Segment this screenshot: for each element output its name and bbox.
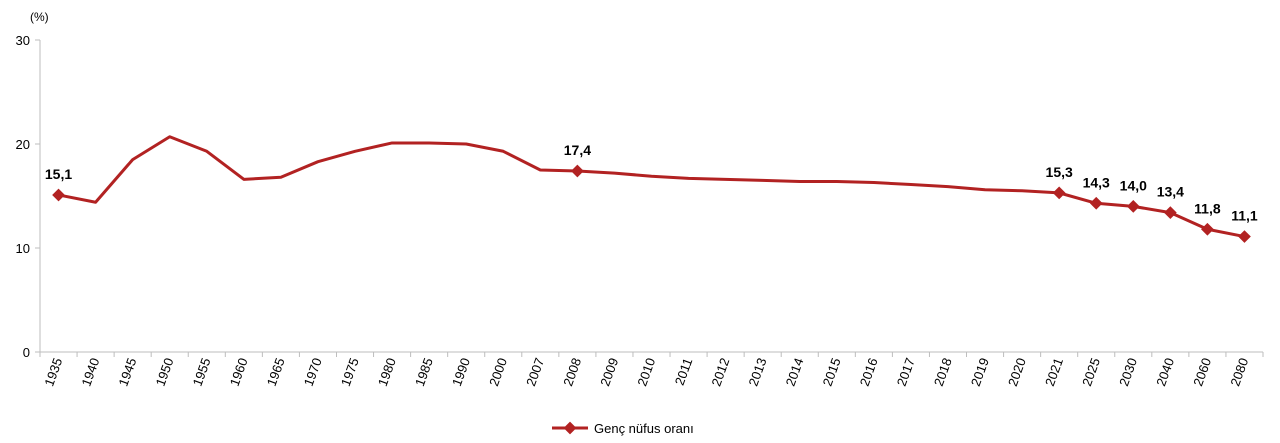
data-label: 13,4 bbox=[1157, 184, 1184, 200]
data-point-marker bbox=[1163, 206, 1177, 220]
x-tick-label: 2080 bbox=[1227, 356, 1251, 388]
x-tick-label: 2021 bbox=[1042, 356, 1066, 388]
x-tick-label: 2007 bbox=[523, 356, 547, 388]
y-tick-label: 0 bbox=[23, 345, 30, 360]
y-tick-label: 20 bbox=[16, 137, 30, 152]
x-tick-label: 1985 bbox=[412, 356, 436, 388]
x-tick-label: 2008 bbox=[560, 356, 584, 388]
data-point-marker bbox=[1126, 200, 1140, 213]
y-axis-unit-label: (%) bbox=[30, 10, 49, 24]
legend-marker-diamond bbox=[563, 421, 577, 435]
series-group: 15,1 17,4 15,3 14,3 14,0 13,4 11,8 11,1 bbox=[45, 135, 1258, 243]
y-axis: 0 10 20 30 bbox=[16, 33, 41, 360]
x-tick-label: 1970 bbox=[301, 356, 325, 388]
x-tick-label: 2030 bbox=[1116, 356, 1140, 388]
x-tick-label: 2012 bbox=[708, 356, 732, 388]
series-line bbox=[57, 135, 1246, 239]
x-tick-label: 1935 bbox=[41, 356, 65, 388]
data-point-marker bbox=[52, 188, 65, 202]
x-tick-label: 1975 bbox=[338, 356, 362, 388]
data-label: 14,0 bbox=[1120, 177, 1147, 193]
x-tick-label: 2016 bbox=[857, 356, 881, 388]
x-tick-label: 2011 bbox=[672, 356, 696, 387]
x-tick-label: 2010 bbox=[634, 356, 658, 388]
x-tick-label: 2014 bbox=[783, 356, 807, 388]
data-label: 14,3 bbox=[1083, 174, 1110, 190]
x-tick-label: 2000 bbox=[486, 356, 510, 388]
x-tick-label: 2040 bbox=[1153, 356, 1177, 388]
x-tick-label: 1955 bbox=[190, 356, 214, 388]
x-tick-label: 2018 bbox=[931, 356, 955, 388]
x-tick-label: 1960 bbox=[227, 356, 251, 388]
x-tick-label: 2013 bbox=[746, 356, 770, 388]
x-tick-label: 2009 bbox=[597, 356, 621, 388]
data-point-marker bbox=[1052, 186, 1066, 200]
x-tick-label: 2017 bbox=[894, 356, 918, 388]
legend-label: Genç nüfus oranı bbox=[594, 421, 694, 436]
data-point-marker bbox=[571, 164, 584, 178]
x-tick-label: 2060 bbox=[1190, 356, 1214, 388]
y-tick-label: 10 bbox=[16, 241, 30, 256]
data-point-marker bbox=[1089, 196, 1103, 210]
x-tick-label: 2015 bbox=[820, 356, 844, 388]
x-tick-label: 1945 bbox=[115, 356, 139, 388]
x-tick-label: 1950 bbox=[153, 356, 177, 388]
x-axis: 1935 1940 1945 1950 1955 1960 1965 1970 1975 1980… bbox=[39, 351, 1264, 388]
data-point-marker bbox=[1238, 230, 1251, 243]
x-tick-label: 1965 bbox=[264, 356, 288, 388]
data-label: 15,1 bbox=[45, 166, 72, 182]
data-label: 15,3 bbox=[1046, 164, 1073, 180]
y-tick-label: 30 bbox=[16, 33, 30, 48]
data-label: 11,1 bbox=[1231, 208, 1258, 224]
legend: Genç nüfus oranı bbox=[552, 421, 694, 436]
x-tick-label: 2020 bbox=[1005, 356, 1029, 388]
data-point-marker bbox=[1201, 222, 1214, 236]
data-label: 17,4 bbox=[564, 142, 591, 158]
x-tick-label: 1990 bbox=[449, 356, 473, 388]
x-tick-label: 1940 bbox=[78, 356, 102, 388]
x-tick-label: 1980 bbox=[375, 356, 399, 388]
data-label: 11,8 bbox=[1194, 200, 1221, 216]
x-tick-label: 2025 bbox=[1079, 356, 1103, 388]
x-tick-label: 2019 bbox=[968, 356, 992, 388]
